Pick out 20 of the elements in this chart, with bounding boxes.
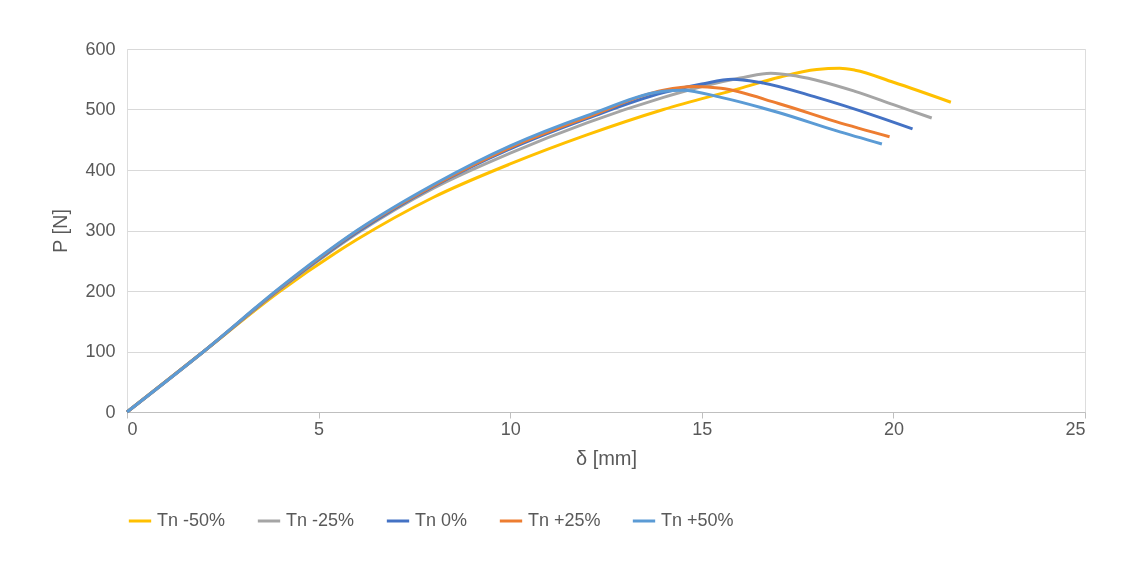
y-tick-label: 200: [85, 280, 116, 301]
x-tick-label: 25: [1065, 418, 1086, 439]
legend-label: Tn +50%: [661, 510, 734, 530]
x-tick-label: 5: [314, 418, 325, 439]
x-axis-title: δ [mm]: [575, 446, 638, 469]
y-tick-label: 100: [85, 341, 116, 361]
y-tick-label: 400: [85, 159, 116, 180]
x-tick-label: 15: [692, 418, 713, 439]
legend-label: Tn -50%: [157, 510, 226, 530]
y-tick-label: 600: [85, 38, 116, 59]
legend-label: Tn +25%: [528, 510, 601, 530]
legend-label: Tn -25%: [286, 510, 355, 530]
y-axis-title: P [N]: [49, 208, 72, 254]
x-tick-label: 0: [127, 418, 138, 439]
y-tick-label: 0: [105, 401, 116, 422]
legend-label: Tn 0%: [415, 510, 468, 530]
x-tick-label: 10: [500, 418, 521, 439]
y-tick-label: 300: [85, 220, 116, 240]
y-tick-label: 500: [85, 99, 116, 119]
x-tick-label: 20: [883, 418, 904, 439]
